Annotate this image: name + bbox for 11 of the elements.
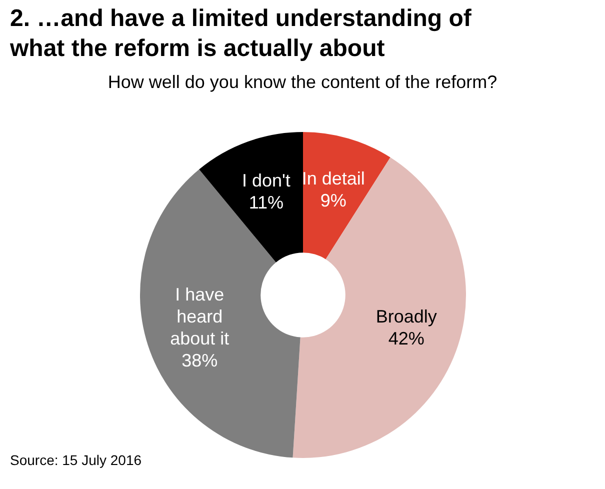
data-label: 11% bbox=[248, 192, 284, 213]
chart-title: 2. …and have a limited understanding of what the reform is actually about bbox=[10, 4, 472, 64]
data-label: 42% bbox=[388, 328, 424, 349]
source-note: Source: 15 July 2016 bbox=[10, 452, 142, 468]
data-label: 38% bbox=[182, 350, 218, 371]
slice-label: Broadly bbox=[376, 306, 437, 327]
slice-label: In detail bbox=[302, 168, 365, 189]
data-label: 9% bbox=[320, 190, 346, 211]
chart-subtitle: How well do you know the content of the reform? bbox=[106, 72, 498, 93]
slice-label: I don't bbox=[242, 170, 290, 191]
slice-label: I have heard about it bbox=[170, 284, 230, 349]
